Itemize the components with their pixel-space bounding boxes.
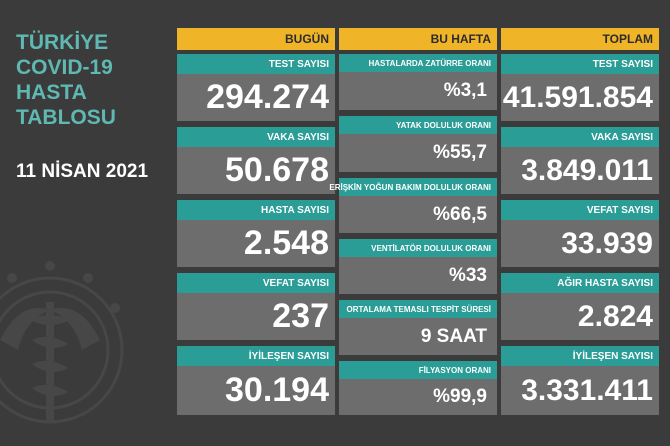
week-contact-time-card: ORTALAMA TEMASLI TESPİT SÜRESİ 9 SAAT bbox=[339, 300, 497, 355]
title-line: TÜRKİYE bbox=[16, 31, 109, 54]
week-bed-occupancy-value: %55,7 bbox=[433, 142, 487, 163]
total-death-value: 33.939 bbox=[561, 226, 653, 260]
total-header: TOPLAM bbox=[501, 28, 659, 50]
week-icu-occupancy-card: ERİŞKİN YOĞUN BAKIM DOLULUK ORANI %66,5 bbox=[329, 178, 497, 233]
total-case-card: VAKA SAYISI 3.849.011 bbox=[501, 127, 659, 194]
total-recovered-label: İYİLEŞEN SAYISI bbox=[501, 346, 659, 366]
today-recovered-label: İYİLEŞEN SAYISI bbox=[177, 346, 335, 366]
total-test-value: 41.591.854 bbox=[502, 80, 653, 114]
week-icu-occupancy-value: %66,5 bbox=[433, 203, 487, 225]
week-header: BU HAFTA bbox=[339, 28, 497, 50]
week-contact-time-value: 9 SAAT bbox=[420, 325, 487, 347]
total-test-card: TEST SAYISI 41.591.854 bbox=[501, 54, 659, 121]
today-case-value: 50.678 bbox=[225, 151, 329, 189]
today-test-label: TEST SAYISI bbox=[177, 54, 335, 74]
week-pneumonia-card: HASTALARDA ZATÜRRE ORANI %3,1 bbox=[339, 54, 497, 110]
today-death-card: VEFAT SAYISI 237 bbox=[177, 273, 335, 340]
total-severe-value: 2.824 bbox=[577, 299, 653, 333]
today-case-label: VAKA SAYISI bbox=[177, 127, 335, 147]
week-filiation-value: %99,9 bbox=[433, 386, 487, 407]
week-filiation-label: FİLYASYON ORANI bbox=[339, 361, 497, 379]
today-test-value: 294.274 bbox=[206, 78, 329, 116]
total-death-label: VEFAT SAYISI bbox=[501, 200, 659, 220]
week-pneumonia-value: %3,1 bbox=[443, 80, 487, 101]
total-case-value: 3.849.011 bbox=[521, 153, 653, 187]
week-ventilator-value: %33 bbox=[448, 264, 487, 286]
ministry-of-health-emblem-icon bbox=[0, 261, 124, 424]
week-icu-occupancy-label: ERİŞKİN YOĞUN BAKIM DOLULUK ORANI bbox=[329, 178, 497, 196]
today-recovered-card: İYİLEŞEN SAYISI 30.194 bbox=[177, 346, 335, 415]
total-case-label: VAKA SAYISI bbox=[501, 127, 659, 147]
total-death-card: VEFAT SAYISI 33.939 bbox=[501, 200, 659, 267]
today-patient-value: 2.548 bbox=[243, 224, 329, 262]
total-recovered-value: 3.331.411 bbox=[521, 373, 653, 407]
week-contact-time-label: ORTALAMA TEMASLI TESPİT SÜRESİ bbox=[339, 300, 497, 318]
week-ventilator-label: VENTİLATÖR DOLULUK ORANI bbox=[339, 239, 497, 257]
total-severe-card: AĞIR HASTA SAYISI 2.824 bbox=[501, 273, 659, 340]
today-test-card: TEST SAYISI 294.274 bbox=[177, 54, 335, 121]
title-line: HASTA bbox=[16, 81, 87, 104]
page-title: TÜRKİYE COVID-19 HASTA TABLOSU bbox=[16, 30, 116, 130]
week-ventilator-card: VENTİLATÖR DOLULUK ORANI %33 bbox=[339, 239, 497, 294]
title-line: TABLOSU bbox=[16, 106, 116, 129]
total-severe-label: AĞIR HASTA SAYISI bbox=[501, 273, 659, 293]
today-recovered-value: 30.194 bbox=[225, 371, 329, 409]
week-bed-occupancy-label: YATAK DOLULUK ORANI bbox=[339, 116, 497, 134]
report-date: 11 NİSAN 2021 bbox=[16, 161, 149, 182]
title-line: COVID-19 bbox=[16, 56, 113, 79]
today-patient-card: HASTA SAYISI 2.548 bbox=[177, 200, 335, 267]
today-header: BUGÜN bbox=[177, 28, 335, 50]
week-bed-occupancy-card: YATAK DOLULUK ORANI %55,7 bbox=[339, 116, 497, 172]
total-recovered-card: İYİLEŞEN SAYISI 3.331.411 bbox=[501, 346, 659, 415]
today-patient-label: HASTA SAYISI bbox=[177, 200, 335, 220]
today-death-label: VEFAT SAYISI bbox=[177, 273, 335, 293]
week-filiation-card: FİLYASYON ORANI %99,9 bbox=[339, 361, 497, 415]
total-test-label: TEST SAYISI bbox=[501, 54, 659, 74]
today-death-value: 237 bbox=[272, 297, 329, 335]
week-pneumonia-label: HASTALARDA ZATÜRRE ORANI bbox=[339, 54, 497, 72]
today-case-card: VAKA SAYISI 50.678 bbox=[177, 127, 335, 194]
